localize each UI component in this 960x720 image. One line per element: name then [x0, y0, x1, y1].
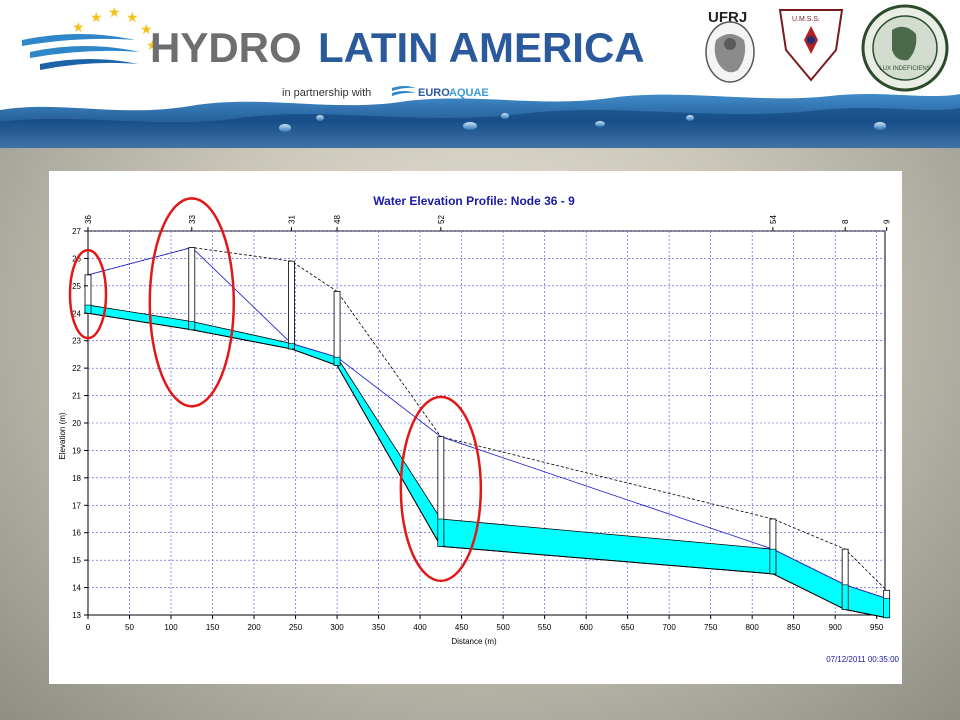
- y-tick-label: 13: [72, 611, 81, 620]
- x-tick-label: 900: [829, 623, 843, 632]
- node-label-54: 54: [769, 215, 778, 224]
- x-tick-label: 600: [579, 623, 593, 632]
- highlight-ellipse-52: [399, 395, 483, 583]
- y-axis-label: Elevation (m): [58, 412, 67, 459]
- chart-timestamp: 07/12/2011 00:35:00: [826, 655, 899, 664]
- y-tick-label: 25: [72, 282, 81, 291]
- x-tick-label: 200: [247, 623, 261, 632]
- node-label-52: 52: [437, 215, 446, 224]
- manhole-33: [188, 247, 196, 331]
- y-tick-label: 18: [72, 474, 81, 483]
- y-tick-label: 27: [72, 227, 81, 236]
- node-label-48: 48: [333, 215, 342, 224]
- svg-text:★: ★: [72, 19, 85, 35]
- chart-grid: [87, 230, 886, 616]
- manhole-water-54: [769, 548, 777, 575]
- manhole-water-8: [841, 584, 849, 610]
- x-tick-label: 450: [455, 623, 469, 632]
- y-tick-label: 21: [72, 392, 81, 401]
- x-tick-label: 550: [538, 623, 552, 632]
- euroaquae-icon: [392, 86, 416, 96]
- x-tick-label: 700: [662, 623, 676, 632]
- manhole-water-9: [883, 598, 890, 619]
- x-tick-label: 750: [704, 623, 718, 632]
- x-tick-label: 100: [164, 623, 178, 632]
- y-tick-label: 17: [72, 501, 81, 510]
- x-tick-label: 300: [330, 623, 344, 632]
- ufrj-logo: UFRJ: [705, 9, 755, 83]
- manhole-water-31: [288, 343, 295, 350]
- partner-name-part1: EURO: [418, 87, 450, 99]
- x-tick-label: 650: [621, 623, 635, 632]
- node-label-9: 9: [883, 219, 892, 224]
- brand-name-part1: HYDRO: [150, 24, 302, 71]
- x-tick-label: 500: [496, 623, 510, 632]
- x-tick-label: 950: [870, 623, 884, 632]
- hydraulic-grade-line: [87, 246, 887, 599]
- svg-text:★: ★: [140, 21, 153, 37]
- header-graphic: ★ ★ ★ ★ ★ ★ HYDRO LATIN AMERICA in partn…: [0, 4, 960, 148]
- svg-text:★: ★: [108, 4, 121, 20]
- partner-name-part2: AQUAE: [449, 87, 489, 99]
- highlight-ellipse-36: [68, 248, 108, 340]
- x-tick-label: 150: [206, 623, 220, 632]
- umss-logo: U.M.S.S.: [778, 9, 844, 82]
- y-tick-label: 15: [72, 556, 81, 565]
- unl-seal-logo: LUX INDEFICIENS: [861, 4, 949, 92]
- x-tick-label: 400: [413, 623, 427, 632]
- y-tick-label: 14: [72, 584, 81, 593]
- svg-text:★: ★: [146, 37, 159, 53]
- logo-wave-icon: [22, 34, 140, 70]
- x-axis-label: Distance (m): [451, 637, 497, 646]
- node-manholes: [84, 247, 891, 619]
- manhole-water-52: [437, 518, 445, 547]
- partnership-text: in partnership with: [282, 87, 371, 99]
- x-tick-label: 0: [86, 623, 91, 632]
- chart-panel: Water Elevation Profile: Node 36 - 9 0 50…: [49, 171, 902, 684]
- invert-line: [87, 312, 887, 619]
- ground-line: [87, 247, 887, 591]
- y-tick-label: 19: [72, 446, 81, 455]
- chart-title: Water Elevation Profile: Node 36 - 9: [373, 194, 575, 208]
- x-tick-label: 850: [787, 623, 801, 632]
- manhole-water-48: [333, 356, 341, 366]
- water-splash-drops: [279, 113, 886, 132]
- stars-icon: ★ ★ ★ ★ ★ ★: [72, 4, 159, 53]
- node-label-31: 31: [287, 215, 296, 224]
- node-label-8: 8: [841, 219, 850, 224]
- node-label-33: 33: [188, 215, 197, 224]
- highlight-ellipse-33: [148, 197, 236, 408]
- y-tick-label: 20: [72, 419, 81, 428]
- manhole-water-36: [84, 304, 92, 314]
- header-banner: ★ ★ ★ ★ ★ ★ HYDRO LATIN AMERICA in partn…: [0, 0, 960, 148]
- y-tick-label: 16: [72, 529, 81, 538]
- umss-label: U.M.S.S.: [792, 16, 820, 23]
- svg-text:★: ★: [90, 9, 103, 25]
- x-tick-label: 350: [372, 623, 386, 632]
- profile-lines: [87, 246, 887, 619]
- manhole-31: [288, 260, 295, 350]
- manhole-48: [333, 290, 341, 366]
- ufrj-label: UFRJ: [708, 9, 747, 26]
- unl-seal-text: LUX INDEFICIENS: [879, 66, 930, 72]
- manhole-water-33: [188, 321, 196, 331]
- x-tick-label: 800: [745, 623, 759, 632]
- water-elevation-chart: Water Elevation Profile: Node 36 - 9 0 50…: [49, 171, 902, 684]
- y-tick-label: 22: [72, 364, 81, 373]
- highlight-circles: [68, 197, 483, 583]
- svg-text:★: ★: [126, 9, 139, 25]
- y-tick-label: 23: [72, 337, 81, 346]
- y-tick-label: 24: [72, 309, 81, 318]
- node-label-36: 36: [84, 215, 93, 224]
- brand-name-part2: LATIN AMERICA: [318, 24, 645, 71]
- x-tick-label: 50: [125, 623, 134, 632]
- x-tick-label: 250: [289, 623, 303, 632]
